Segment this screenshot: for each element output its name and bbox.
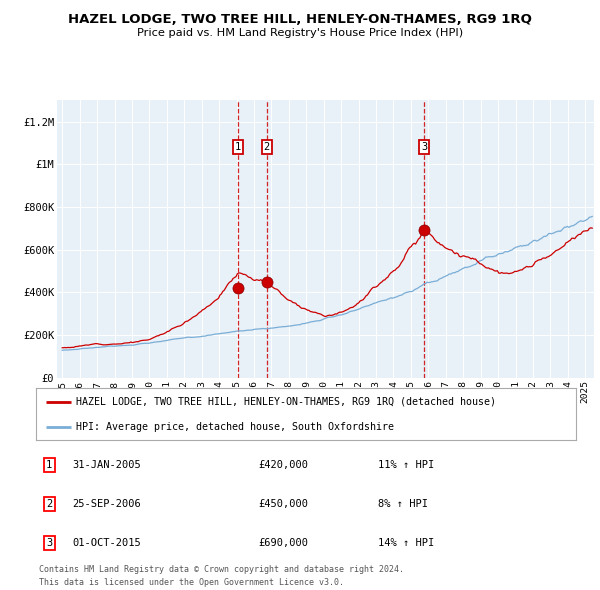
Text: 8% ↑ HPI: 8% ↑ HPI — [378, 499, 428, 509]
Text: HPI: Average price, detached house, South Oxfordshire: HPI: Average price, detached house, Sout… — [77, 422, 395, 431]
Text: 3: 3 — [421, 142, 427, 152]
Text: 01-OCT-2015: 01-OCT-2015 — [72, 538, 141, 548]
Text: 31-JAN-2005: 31-JAN-2005 — [72, 460, 141, 470]
Text: 14% ↑ HPI: 14% ↑ HPI — [378, 538, 434, 548]
Text: 11% ↑ HPI: 11% ↑ HPI — [378, 460, 434, 470]
Text: 1: 1 — [235, 142, 241, 152]
Text: This data is licensed under the Open Government Licence v3.0.: This data is licensed under the Open Gov… — [39, 578, 344, 587]
Text: £450,000: £450,000 — [258, 499, 308, 509]
Text: HAZEL LODGE, TWO TREE HILL, HENLEY-ON-THAMES, RG9 1RQ: HAZEL LODGE, TWO TREE HILL, HENLEY-ON-TH… — [68, 13, 532, 26]
Text: £690,000: £690,000 — [258, 538, 308, 548]
Text: 2: 2 — [46, 499, 52, 509]
Text: £420,000: £420,000 — [258, 460, 308, 470]
Text: 25-SEP-2006: 25-SEP-2006 — [72, 499, 141, 509]
Text: Contains HM Land Registry data © Crown copyright and database right 2024.: Contains HM Land Registry data © Crown c… — [39, 565, 404, 574]
Text: 3: 3 — [46, 538, 52, 548]
Text: HAZEL LODGE, TWO TREE HILL, HENLEY-ON-THAMES, RG9 1RQ (detached house): HAZEL LODGE, TWO TREE HILL, HENLEY-ON-TH… — [77, 396, 497, 407]
Text: 2: 2 — [263, 142, 270, 152]
Text: 1: 1 — [46, 460, 52, 470]
Text: Price paid vs. HM Land Registry's House Price Index (HPI): Price paid vs. HM Land Registry's House … — [137, 28, 463, 38]
